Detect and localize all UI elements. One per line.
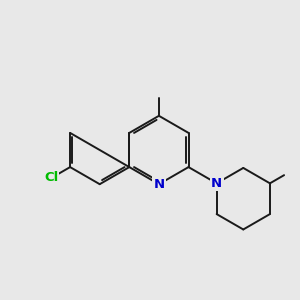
Text: N: N: [153, 178, 164, 191]
Text: N: N: [211, 177, 222, 190]
Text: Cl: Cl: [44, 171, 59, 184]
